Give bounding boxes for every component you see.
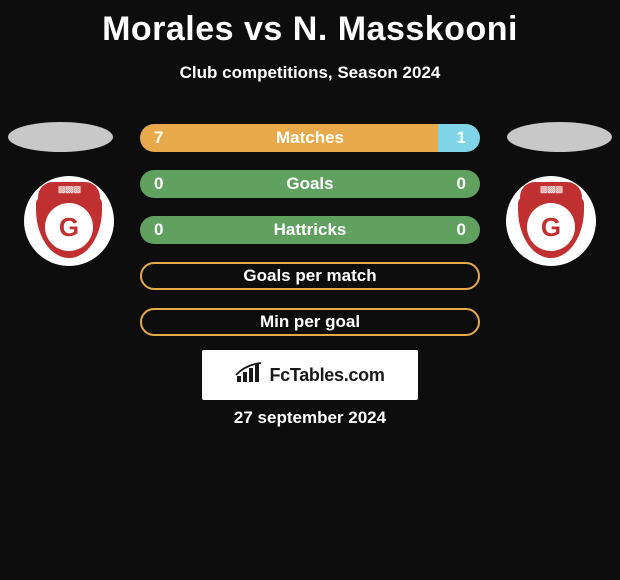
bar-matches: 7 Matches 1 xyxy=(140,124,480,152)
bar-val-right: 0 xyxy=(457,220,466,240)
stat-bars: 7 Matches 1 0 Goals 0 0 Hattricks 0 Goal… xyxy=(140,124,480,354)
page-title: Morales vs N. Masskooni xyxy=(0,0,620,49)
bar-hattricks: 0 Hattricks 0 xyxy=(140,216,480,244)
bar-val-right: 0 xyxy=(457,174,466,194)
subtitle: Club competitions, Season 2024 xyxy=(0,63,620,83)
badge-letter-right: G xyxy=(527,203,575,251)
bar-label: Hattricks xyxy=(140,220,480,240)
player-right-shadow xyxy=(507,122,612,152)
team-badge-right: ▩▩▩ G xyxy=(506,176,596,266)
bar-goals-per-match: Goals per match xyxy=(140,262,480,290)
bar-min-per-goal: Min per goal xyxy=(140,308,480,336)
bar-val-right: 1 xyxy=(457,128,466,148)
fctables-logo[interactable]: FcTables.com xyxy=(202,350,418,400)
bar-label: Goals per match xyxy=(142,266,478,286)
player-left-shadow xyxy=(8,122,113,152)
team-badge-left: ▩▩▩ G xyxy=(24,176,114,266)
bar-goals: 0 Goals 0 xyxy=(140,170,480,198)
bar-label: Matches xyxy=(140,128,480,148)
fctables-chart-icon xyxy=(235,362,263,389)
fctables-logo-text: FcTables.com xyxy=(269,365,384,386)
date-text: 27 september 2024 xyxy=(0,408,620,428)
badge-letter-left: G xyxy=(45,203,93,251)
bar-label: Min per goal xyxy=(142,312,478,332)
bar-label: Goals xyxy=(140,174,480,194)
